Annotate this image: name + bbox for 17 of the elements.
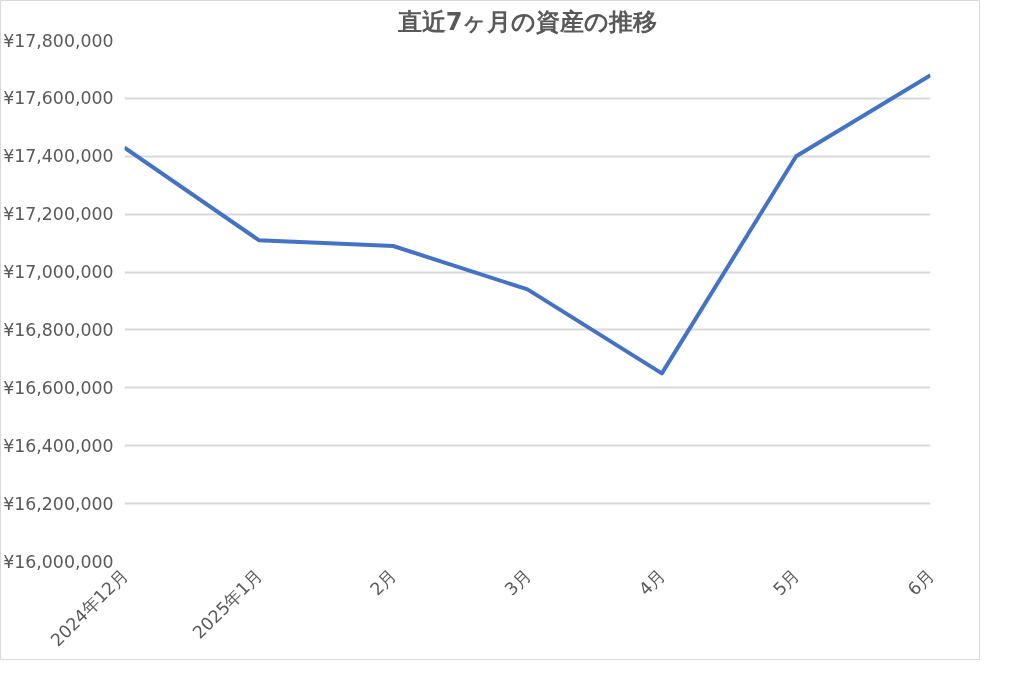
chart-title: 直近7ヶ月の資産の推移 [396, 7, 658, 36]
y-tick-label: ¥16,800,000 [3, 319, 114, 340]
x-tick-label: 2月 [366, 565, 401, 600]
y-tick-label: ¥16,000,000 [3, 551, 114, 572]
x-tick-label: 3月 [500, 565, 535, 600]
x-tick-label: 5月 [769, 565, 804, 600]
y-tick-label: ¥17,400,000 [3, 146, 114, 167]
x-tick-label: 6月 [903, 565, 938, 600]
y-tick-label: ¥17,600,000 [3, 88, 114, 109]
line-series [124, 73, 931, 376]
y-tick-label: ¥16,600,000 [3, 377, 114, 398]
y-tick-label: ¥16,200,000 [3, 493, 114, 514]
y-tick-label: ¥17,000,000 [3, 262, 114, 283]
y-tick-label: ¥17,800,000 [3, 30, 114, 51]
y-tick-label: ¥16,400,000 [3, 435, 114, 456]
y-tick-label: ¥17,200,000 [3, 204, 114, 225]
x-tick-label: 4月 [634, 565, 669, 600]
